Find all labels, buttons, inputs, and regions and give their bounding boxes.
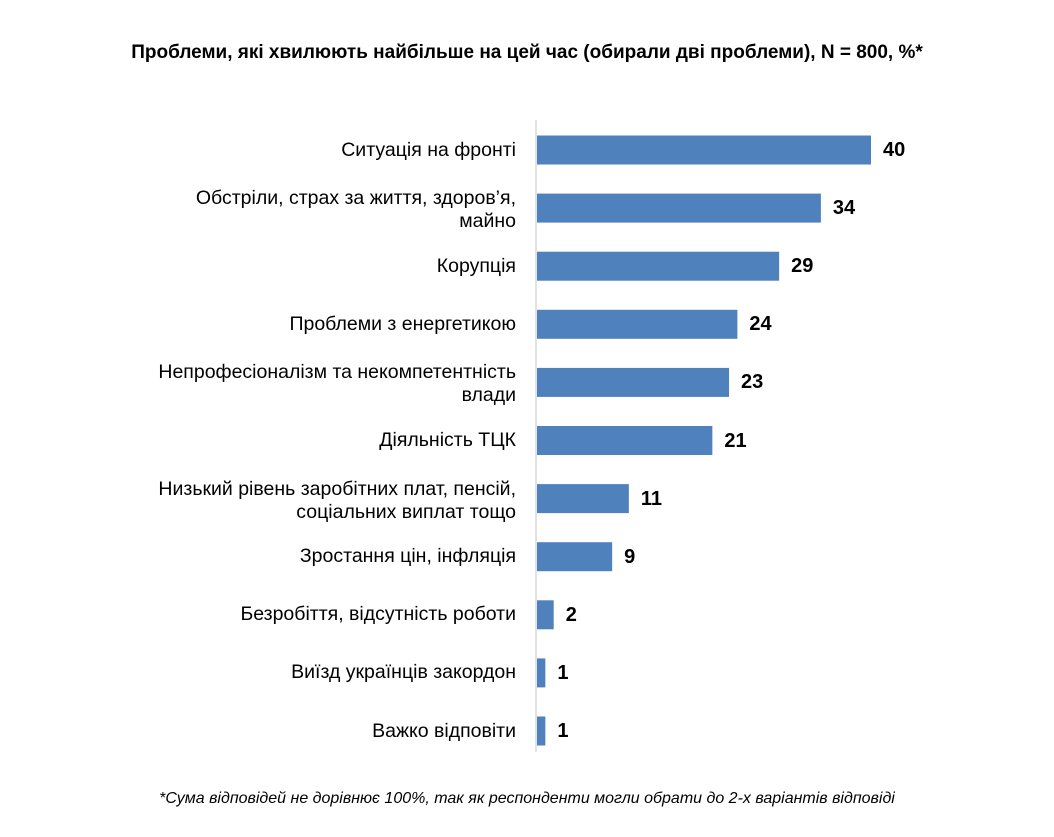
data-label: 23 [741,371,764,394]
category-label: Виїзд українців закордон [291,661,516,684]
bar [537,367,730,397]
bar [537,251,780,281]
category-label: Проблеми з енергетикою [289,312,516,335]
data-label: 9 [624,545,636,568]
category-label: Корупція [436,254,516,277]
category-label: Діяльність ТЦК [379,429,516,451]
bar [537,716,546,746]
category-label: Безробіття, відсутність роботи [240,603,516,626]
category-label: Обстріли, страх за життя, здоров’я, майн… [195,187,516,233]
bar [537,193,821,223]
bar [537,309,738,339]
data-label: 2 [565,603,577,626]
data-label: 40 [883,139,906,161]
chart-title: Проблеми, які хвилюють найбільше на цей … [131,42,923,63]
category-label: Важко відповіти [372,719,516,742]
data-label: 1 [557,661,569,684]
data-label: 24 [749,313,772,336]
data-label: 29 [791,255,814,278]
data-label: 21 [724,429,747,452]
data-label: 1 [557,720,569,742]
category-label: Зростання цін, інфляція [299,545,516,568]
category-label: Ситуація на фронті [341,138,516,161]
category-label: Непрофесіоналізм та некомпетентність вла… [158,361,516,407]
bar [537,542,613,572]
bar [537,658,546,688]
data-label: 11 [640,487,662,510]
bar [537,484,629,514]
bar [537,600,554,630]
data-label: 34 [832,197,856,220]
footnote: *Сума відповідей не дорівнює 100%, так я… [159,790,895,807]
category-label: Низький рівень заробітних плат, пенсій, … [158,477,516,523]
bar [537,135,871,165]
bar [537,426,713,455]
